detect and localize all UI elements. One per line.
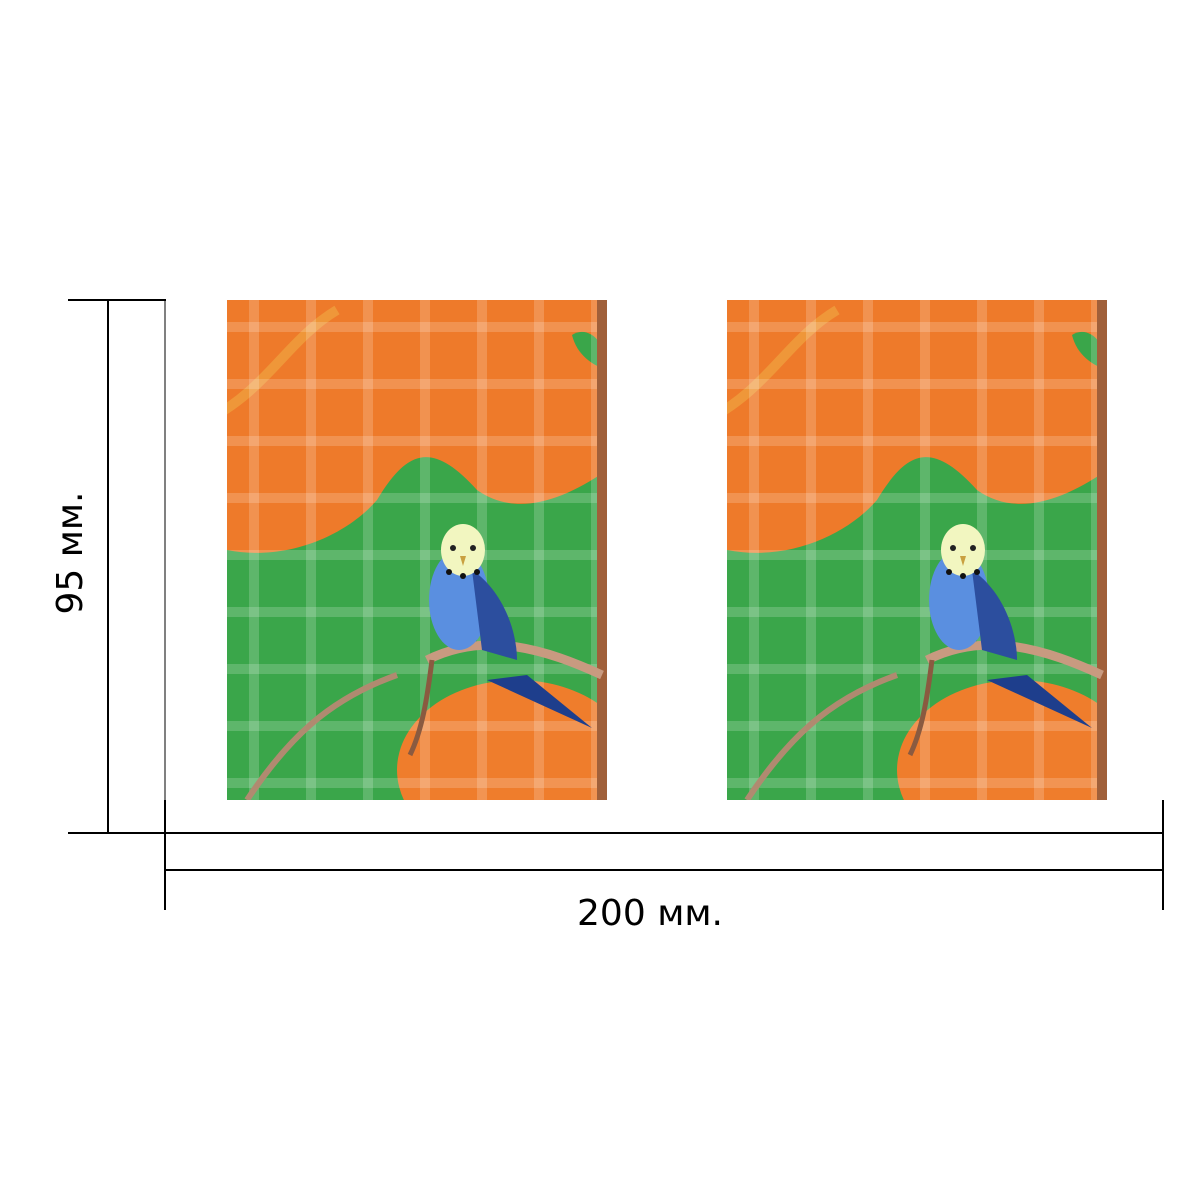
product-photo bbox=[207, 300, 637, 860]
width-label: 200 мм. bbox=[577, 893, 723, 934]
height-label: 95 мм. bbox=[50, 491, 91, 614]
product-photo bbox=[707, 300, 1137, 860]
